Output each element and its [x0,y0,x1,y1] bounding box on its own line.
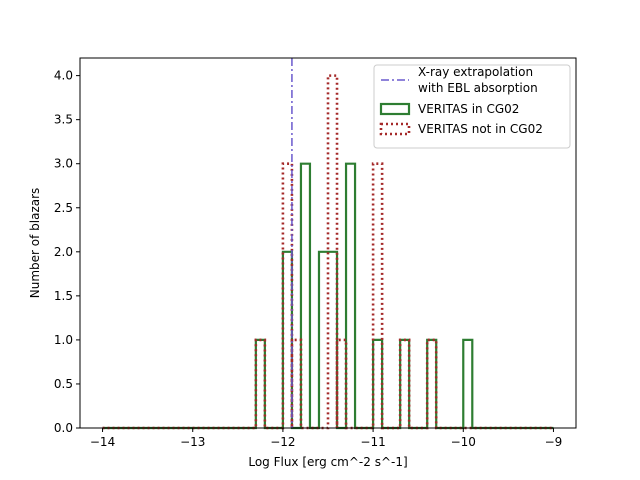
x-axis-label: Log Flux [erg cm^-2 s^-1] [248,455,407,469]
legend-swatch-solid [379,102,411,116]
x-tick-label: −14 [90,435,115,449]
plot-area [102,58,554,430]
legend-label-line2: with EBL absorption [418,81,538,95]
y-tick-label: 1.5 [54,289,73,303]
x-tick-label: −9 [545,435,563,449]
y-tick-label: 2.0 [54,245,73,259]
y-tick-label: 1.0 [54,333,73,347]
legend-label: X-ray extrapolation [418,65,533,79]
axes-frame [79,57,577,429]
y-tick-label: 0.0 [54,421,73,435]
x-tick-label: −11 [360,435,385,449]
legend-label: VERITAS in CG02 [418,102,519,116]
y-tick-label: 2.5 [54,201,73,215]
legend-label: VERITAS not in CG02 [418,122,543,136]
y-tick-label: 3.5 [54,113,73,127]
axis-ticks: −14 −13 −12 −11 −10 −9 0.0 0.5 1.0 1.5 2.0 2.5 3.0 3.… [54,69,562,449]
series-veritas-not-in-cg02-step-line [102,74,554,430]
y-tick-label: 3.0 [54,157,73,171]
x-tick-label: −13 [180,435,205,449]
y-axis-label: Number of blazars [28,188,42,299]
legend-swatch-dotted [379,122,411,136]
x-tick-label: −10 [451,435,476,449]
y-tick-label: 4.0 [54,69,73,83]
legend-box [373,64,571,149]
y-tick-label: 0.5 [54,377,73,391]
x-tick-label: −12 [270,435,295,449]
legend: X-ray extrapolation with EBL absorption VE… [373,64,571,149]
